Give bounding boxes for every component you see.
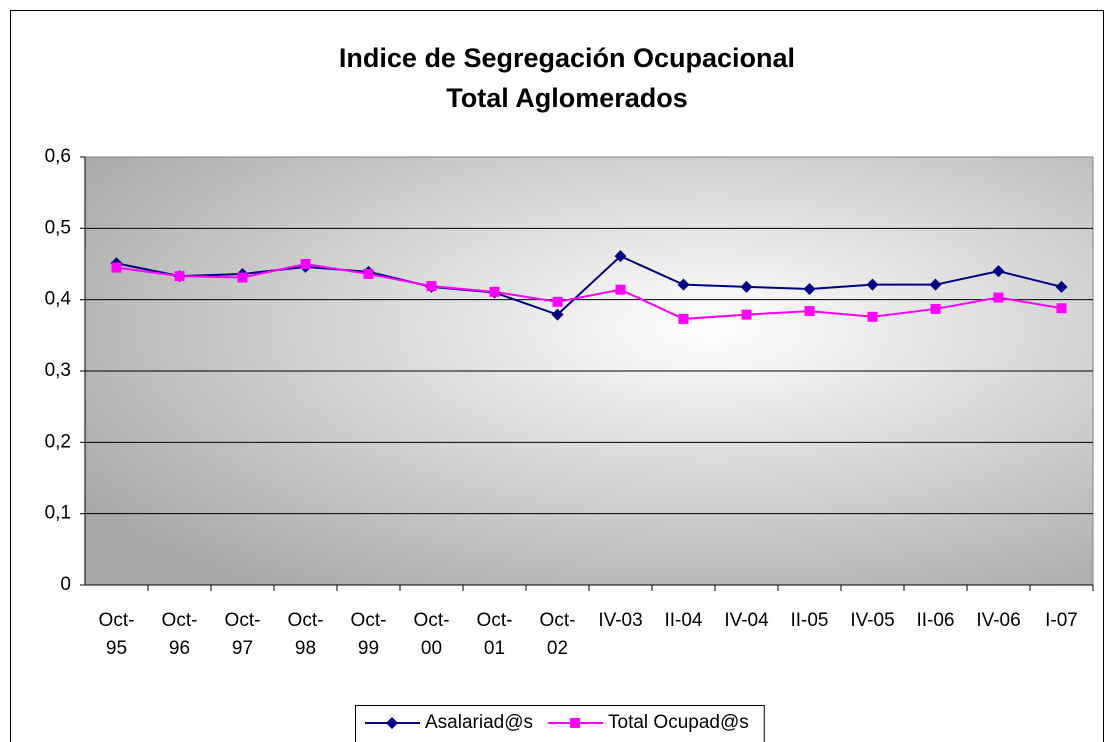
x-tick-label: II-05 [790, 610, 828, 631]
legend-label: Total Ocupad@s [608, 712, 749, 733]
legend: Asalariad@s Total Ocupad@s [355, 705, 765, 742]
y-tick-label: 0,5 [45, 217, 71, 238]
marker [386, 717, 398, 729]
marker [741, 309, 752, 320]
marker [300, 259, 311, 269]
marker [489, 286, 500, 297]
marker [929, 278, 942, 291]
x-tick-label-line: 01 [484, 638, 505, 659]
x-tick-label-line: Oct- [414, 610, 450, 631]
marker [174, 271, 185, 282]
x-tick-label: Oct- 01 [477, 610, 513, 659]
marker [551, 308, 564, 321]
y-tick-label: 0,6 [45, 146, 71, 167]
legend-label: Asalariad@s [425, 712, 533, 733]
y-tick-label: 0,1 [45, 503, 71, 524]
x-tick-label-line: Oct- [99, 610, 135, 631]
x-tick-label: IV-06 [976, 610, 1020, 631]
marker [740, 280, 753, 293]
x-tick-label: Oct- 96 [162, 610, 198, 659]
x-tick-label-line: 95 [106, 638, 127, 659]
x-tick-label-line: 96 [169, 638, 190, 659]
x-tick-label: Oct- 97 [225, 610, 261, 659]
y-tick-label: 0,4 [45, 289, 72, 310]
x-tick-label-line: Oct- [351, 610, 387, 631]
marker [678, 313, 689, 324]
marker [426, 281, 437, 292]
marker [552, 296, 563, 307]
x-tick-label-line: 97 [232, 638, 253, 659]
marker [614, 250, 627, 263]
x-tick-label: Oct- 99 [351, 610, 387, 659]
x-tick-label: IV-05 [850, 610, 894, 631]
x-tick-label-line: Oct- [288, 610, 324, 631]
x-tick-label-line: 99 [358, 638, 379, 659]
x-tick-label-line: Oct- [477, 610, 513, 631]
marker [866, 278, 879, 291]
x-tick-label: Oct- 98 [288, 610, 324, 659]
series-line [116, 262, 1062, 320]
x-tick-label: II-06 [916, 610, 954, 631]
x-tick-label-line: 98 [295, 638, 316, 659]
y-tick-label: 0,2 [45, 431, 71, 452]
chart-title: Indice de Segregación Ocupacional [339, 43, 795, 73]
marker [867, 311, 878, 322]
y-tick-label: 0 [60, 574, 71, 595]
x-tick-label: IV-03 [598, 610, 642, 631]
marker [930, 303, 941, 314]
marker [615, 284, 626, 295]
marker [570, 718, 580, 728]
marker [1056, 303, 1067, 314]
x-tick-label-line: 00 [421, 638, 442, 659]
marker [804, 306, 815, 317]
y-tick-label: 0,3 [45, 360, 71, 381]
x-tick-label-line: Oct- [225, 610, 261, 631]
x-tick-label: IV-04 [724, 610, 769, 631]
x-tick-label-line: Oct- [162, 610, 198, 631]
x-tick-label: Oct- 00 [414, 610, 450, 659]
x-tick-label: II-04 [664, 610, 702, 631]
marker [363, 268, 374, 279]
x-tick-label-line: 02 [547, 638, 568, 659]
chart-subtitle: Total Aglomerados [446, 83, 688, 113]
marker [111, 262, 122, 273]
marker [992, 265, 1005, 278]
marker [803, 282, 816, 295]
x-tick-label: Oct- 02 [540, 610, 576, 659]
x-tick-label: I-07 [1045, 610, 1078, 631]
x-tick-label-line: Oct- [540, 610, 576, 631]
marker [993, 292, 1004, 303]
x-tick-label: Oct- 95 [99, 610, 135, 659]
marker [677, 278, 690, 291]
marker [237, 272, 248, 283]
marker [1055, 280, 1068, 293]
